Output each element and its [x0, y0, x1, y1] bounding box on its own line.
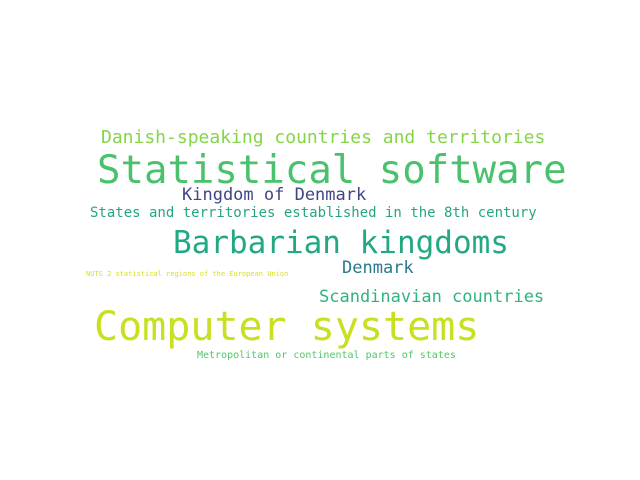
word-kingdom-of-denmark: Kingdom of Denmark — [182, 185, 367, 205]
word-computer-systems: Computer systems — [94, 304, 480, 350]
word-statistical-software: Statistical software — [97, 148, 567, 193]
word-metropolitan-parts: Metropolitan or continental parts of sta… — [197, 350, 456, 361]
word-denmark: Denmark — [342, 258, 414, 278]
word-nuts2-regions: NUTS 2 statistical regions of the Europe… — [86, 270, 289, 278]
word-danish-speaking-countries: Danish-speaking countries and territorie… — [101, 127, 546, 148]
word-states-8th-century: States and territories established in th… — [90, 205, 537, 221]
word-barbarian-kingdoms: Barbarian kingdoms — [173, 225, 509, 261]
word-scandinavian-countries: Scandinavian countries — [319, 287, 545, 307]
